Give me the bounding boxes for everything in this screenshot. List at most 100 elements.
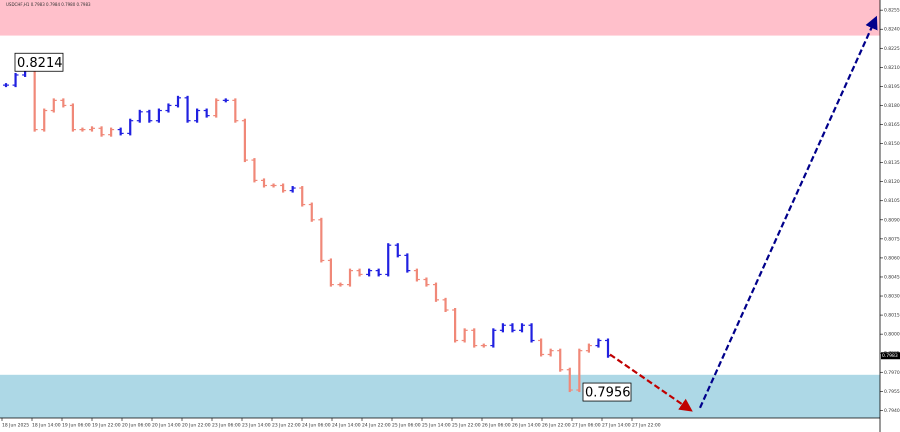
price-bar <box>232 98 239 123</box>
chart-header: USDCHF,H1 0.7983 0.7984 0.7980 0.7983 <box>6 2 91 7</box>
x-tick-label: 26 Jun 14:00 <box>512 423 541 429</box>
y-tick-label: 0.7970 <box>884 370 900 376</box>
zone <box>0 374 880 418</box>
price-bar <box>433 282 439 302</box>
current-price-box <box>881 352 900 360</box>
price-bar <box>404 253 411 273</box>
y-tick-label: 0.8000 <box>884 332 900 338</box>
price-bar <box>337 282 344 287</box>
y-tick-label: 0.8165 <box>884 122 900 128</box>
price-bar <box>165 103 172 113</box>
price-bar <box>394 243 401 258</box>
price-bar <box>299 186 306 207</box>
y-tick-label: 0.8195 <box>884 84 900 90</box>
price-bar <box>89 126 95 132</box>
x-tick-label: 27 Jun 06:00 <box>572 423 601 429</box>
price-bar <box>308 202 315 222</box>
price-bar <box>528 323 535 343</box>
y-tick-label: 0.8255 <box>884 8 900 14</box>
price-bar <box>318 217 325 263</box>
price-bar <box>3 83 9 88</box>
x-tick-label: 19 Jun 22:00 <box>92 423 121 429</box>
y-tick-label: 0.8090 <box>884 217 900 223</box>
price-bar <box>585 343 592 353</box>
price-bar <box>566 367 573 393</box>
y-tick-label: 0.8105 <box>884 198 900 204</box>
y-tick-label: 0.8135 <box>884 160 900 166</box>
price-bar <box>289 186 296 193</box>
price-bar <box>509 323 516 333</box>
x-tick-label: 24 Jun 14:00 <box>332 423 361 429</box>
price-bar <box>136 109 143 123</box>
price-bar <box>270 183 277 188</box>
x-tick-label: 20 Jun 06:00 <box>122 423 151 429</box>
current-price-label: 0.7983 <box>882 353 898 359</box>
price-bar <box>538 338 545 357</box>
x-tick-label: 24 Jun 22:00 <box>362 423 391 429</box>
x-tick-label: 26 Jun 22:00 <box>542 423 571 429</box>
x-tick-label: 26 Jun 06:00 <box>482 423 511 429</box>
x-tick-label: 20 Jun 22:00 <box>182 423 211 429</box>
y-tick-label: 0.8030 <box>884 294 900 300</box>
price-bar <box>50 98 57 113</box>
forecast-arrow <box>609 353 693 412</box>
y-tick-label: 0.8210 <box>884 65 900 71</box>
x-tick-label: 18 Jun 14:00 <box>32 423 61 429</box>
price-bar <box>375 268 382 277</box>
x-tick-label: 25 Jun 14:00 <box>422 423 451 429</box>
price-bar <box>261 178 267 188</box>
price-bar <box>327 258 334 287</box>
x-tick-label: 27 Jun 22:00 <box>632 423 661 429</box>
price-bar <box>60 98 67 108</box>
price-bar <box>499 323 506 333</box>
price-bar <box>203 108 210 118</box>
price-bar <box>413 268 420 282</box>
price-bar <box>347 268 353 287</box>
annotation-label: 0.8214 <box>17 56 63 71</box>
price-bar <box>108 127 115 137</box>
price-bar <box>41 108 48 132</box>
price-bar <box>471 328 478 348</box>
annotation-box <box>582 382 632 402</box>
x-tick-label: 27 Jun 14:00 <box>602 423 631 429</box>
y-tick-label: 0.8045 <box>884 274 900 280</box>
price-bar <box>117 127 124 136</box>
x-tick-label: 20 Jun 14:00 <box>152 423 181 429</box>
x-tick-label: 23 Jun 14:00 <box>242 423 271 429</box>
price-bar <box>280 183 287 193</box>
price-bar <box>175 95 181 108</box>
zone <box>0 0 880 36</box>
x-tick-label: 23 Jun 06:00 <box>212 423 241 429</box>
price-bar <box>490 328 497 348</box>
x-tick-label: 19 Jun 06:00 <box>62 423 91 429</box>
y-tick-label: 0.8015 <box>884 313 900 319</box>
price-bar <box>241 118 248 163</box>
price-bar <box>442 297 449 313</box>
price-bar <box>547 348 554 357</box>
annotation-box <box>14 52 64 72</box>
price-bar <box>69 103 76 132</box>
price-bar <box>461 328 468 343</box>
price-bar <box>79 127 86 132</box>
price-bar <box>366 268 373 277</box>
y-tick-label: 0.8180 <box>884 103 900 109</box>
price-bar <box>595 338 602 348</box>
price-bar <box>356 268 363 277</box>
y-tick-label: 0.7940 <box>884 408 900 414</box>
price-bar <box>184 95 191 123</box>
y-tick-label: 0.8240 <box>884 27 900 33</box>
price-bar <box>557 348 564 372</box>
x-tick-label: 24 Jun 06:00 <box>302 423 331 429</box>
y-tick-label: 0.8150 <box>884 141 900 147</box>
y-tick-label: 0.8225 <box>884 46 900 52</box>
price-bar <box>98 126 105 137</box>
x-tick-label: 23 Jun 22:00 <box>272 423 301 429</box>
y-tick-label: 0.8060 <box>884 255 900 261</box>
price-bar <box>194 108 201 123</box>
price-bar <box>222 98 229 103</box>
price-bar <box>423 277 430 287</box>
y-tick-label: 0.7955 <box>884 389 900 395</box>
x-tick-label: 18 Jun 2025 <box>2 423 29 429</box>
price-bar <box>452 308 459 343</box>
